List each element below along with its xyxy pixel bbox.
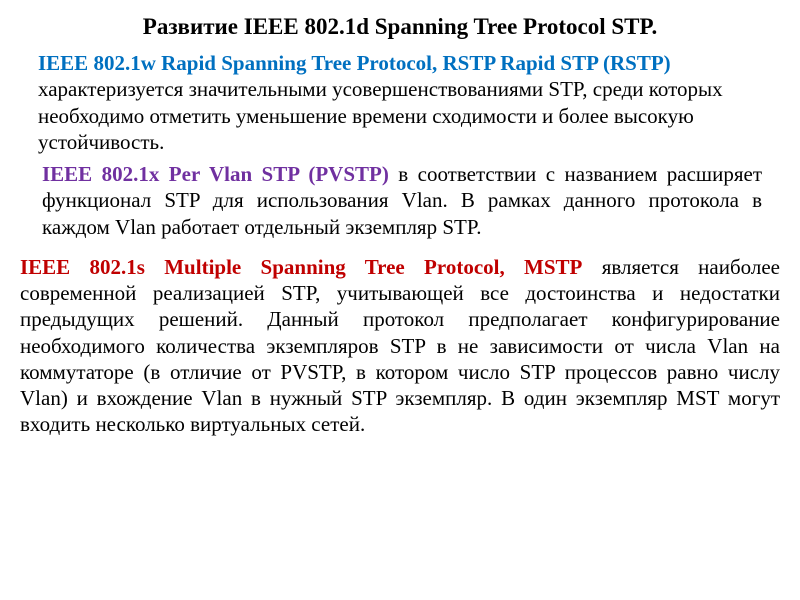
paragraph-mstp: IEEE 802.1s Multiple Spanning Tree Proto… [20, 254, 780, 438]
slide-title: Развитие IEEE 802.1d Spanning Tree Proto… [20, 14, 780, 40]
lead-mstp: IEEE 802.1s Multiple Spanning Tree Proto… [20, 255, 582, 279]
title-part2: IEEE 802.1d Spanning Tree Protocol [238, 14, 611, 39]
title-part1: Развитие [143, 14, 238, 39]
title-part3: STP. [611, 14, 657, 39]
body-rstp: характеризуется значительными усовершенс… [38, 77, 723, 154]
paragraph-rstp: IEEE 802.1w Rapid Spanning Tree Protocol… [20, 50, 780, 155]
body-mstp: является наиболее современной реализацие… [20, 255, 780, 437]
paragraph-pvstp: IEEE 802.1x Per Vlan STP (PVSTP) в соотв… [20, 161, 780, 240]
slide-container: Развитие IEEE 802.1d Spanning Tree Proto… [0, 0, 800, 464]
lead-pvstp: IEEE 802.1x Per Vlan STP (PVSTP) [42, 162, 389, 186]
lead-rstp: IEEE 802.1w Rapid Spanning Tree Protocol… [38, 51, 671, 75]
